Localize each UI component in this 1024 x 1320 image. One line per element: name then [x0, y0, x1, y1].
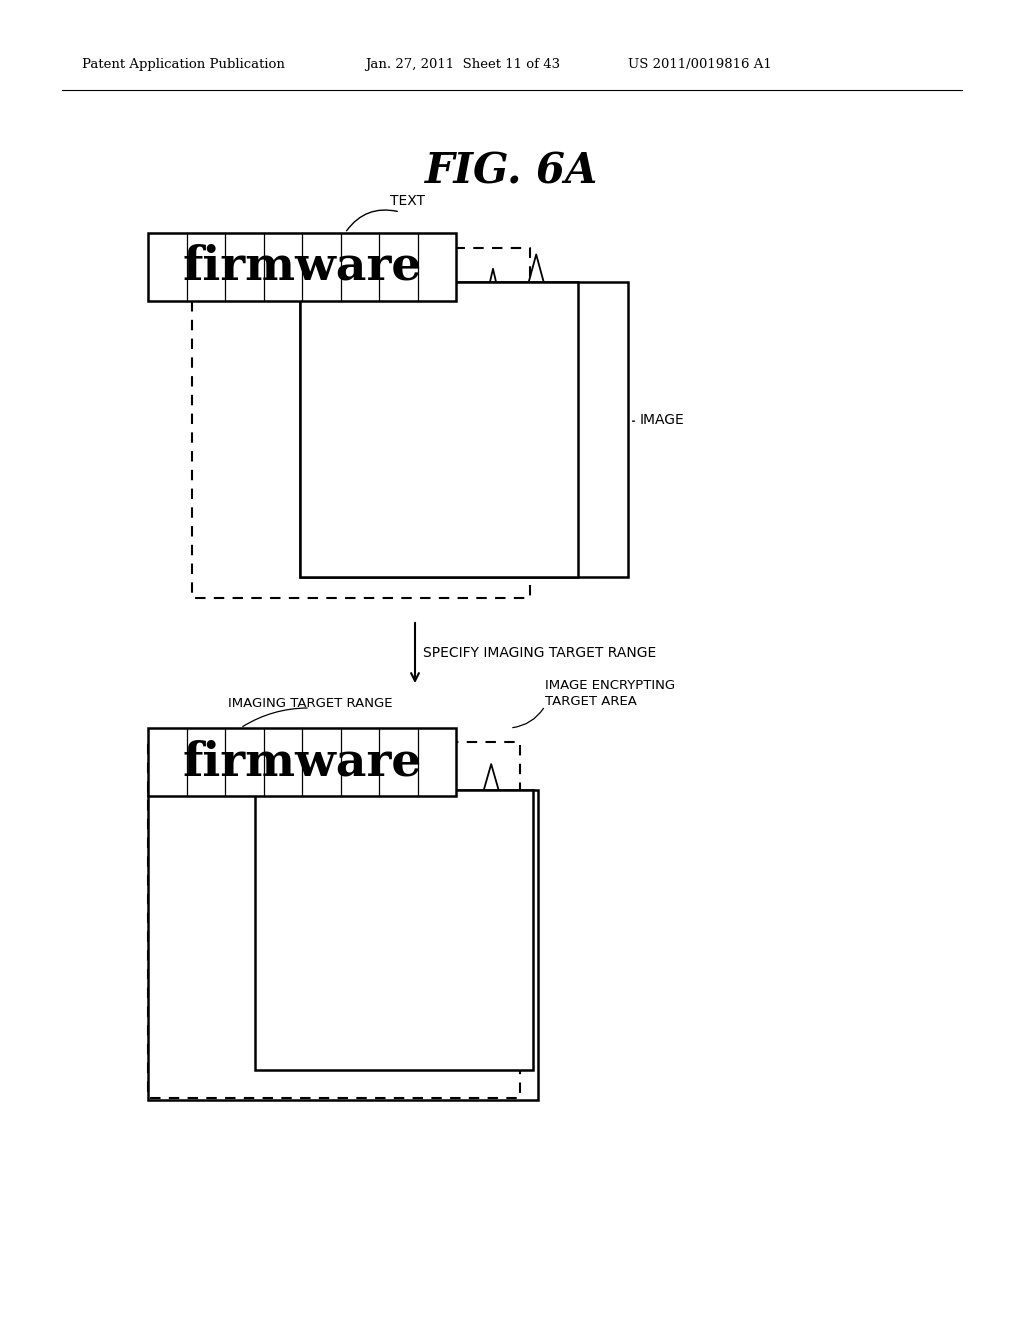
Bar — [148, 729, 456, 796]
Bar — [148, 789, 538, 1100]
Bar — [255, 789, 534, 1071]
Text: IMAGE: IMAGE — [640, 413, 685, 426]
Text: IMAGE ENCRYPTING
TARGET AREA: IMAGE ENCRYPTING TARGET AREA — [545, 678, 675, 708]
Text: FIG. 6A: FIG. 6A — [425, 150, 599, 191]
Text: IMAGING TARGET RANGE: IMAGING TARGET RANGE — [227, 697, 392, 710]
Bar — [148, 234, 456, 301]
Bar — [300, 282, 628, 577]
Text: firmware: firmware — [182, 244, 422, 290]
Text: firmware: firmware — [182, 739, 422, 785]
Text: US 2011/0019816 A1: US 2011/0019816 A1 — [628, 58, 772, 71]
Text: Patent Application Publication: Patent Application Publication — [82, 58, 285, 71]
Text: Jan. 27, 2011  Sheet 11 of 43: Jan. 27, 2011 Sheet 11 of 43 — [365, 58, 560, 71]
Bar — [300, 282, 578, 577]
Text: SPECIFY IMAGING TARGET RANGE: SPECIFY IMAGING TARGET RANGE — [423, 645, 656, 660]
Text: TEXT: TEXT — [390, 194, 426, 209]
